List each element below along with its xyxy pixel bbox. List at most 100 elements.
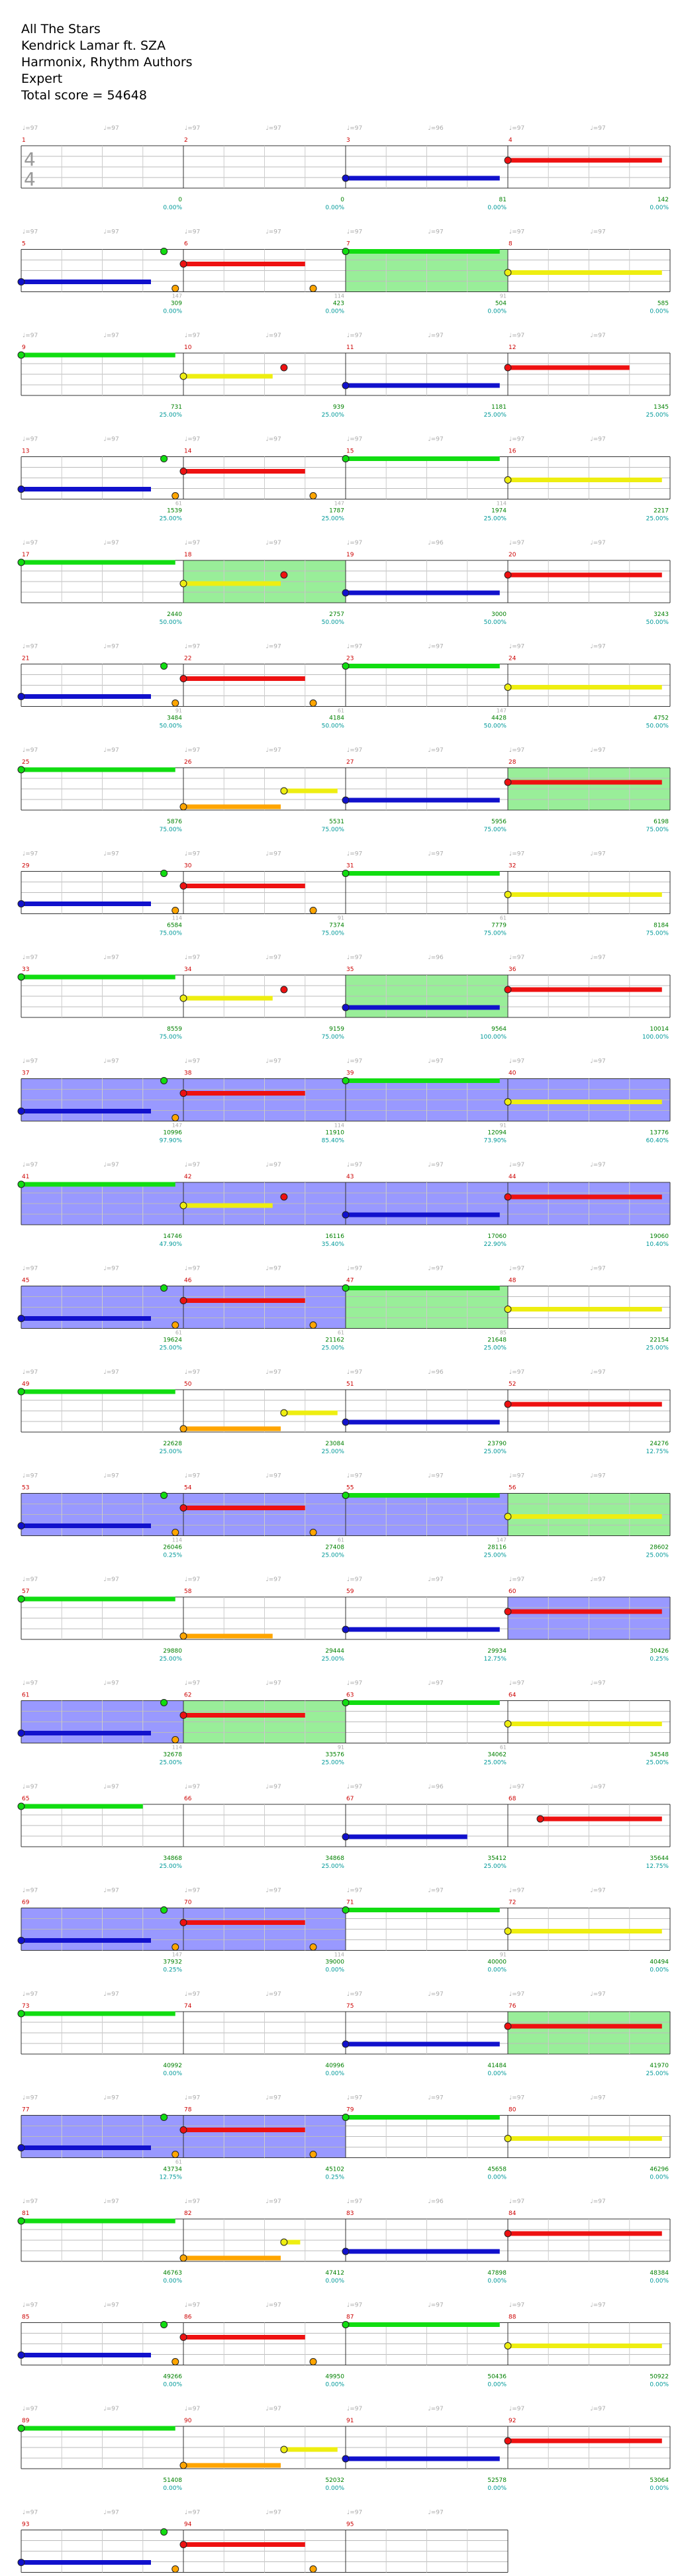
note-gem [342,2247,350,2255]
tempo-marker: ♩=97 [591,644,606,650]
tempo-marker: ♩=97 [23,333,38,339]
total-score: Total score = 54648 [21,88,147,103]
measure-score: 17060 [487,1233,507,1240]
tempo-marker: ♩=97 [347,1991,362,1998]
sustain-count: 61 [500,915,507,921]
tempo-marker: ♩=97 [347,1473,362,1480]
measure-percent: 10.40% [646,1241,669,1248]
measure-percent: 75.00% [160,931,183,937]
measure-percent: 0.00% [325,2071,344,2077]
note-gem [504,1513,512,1520]
measure-number: 48 [508,1278,516,1284]
note-gem [342,1699,350,1706]
measure-score: 142 [657,197,669,203]
note-gem [17,1595,25,1603]
tempo-marker: ♩=97 [347,1266,362,1272]
measure-score: 9159 [329,1026,344,1033]
measure-percent: 0.00% [325,2485,344,2492]
measure-percent: 0.00% [325,205,344,211]
time-signature-top: 4 [24,148,36,170]
measure-percent: 12.75% [484,1656,507,1663]
note-gem [309,2151,317,2158]
tempo-marker: ♩=97 [347,1576,362,1583]
tempo-marker: ♩=97 [23,2406,38,2412]
measure-percent: 0.00% [650,2175,669,2181]
measure-percent: 50.00% [646,619,669,626]
tempo-marker: ♩=96 [428,954,444,961]
tempo-marker: ♩=96 [428,1369,444,1376]
tempo-marker: ♩=97 [104,229,119,236]
measure-score: 45658 [487,2167,507,2173]
measure-score: 47898 [487,2270,507,2277]
tempo-marker: ♩=97 [591,1369,606,1376]
measure-score: 30426 [650,1648,669,1655]
tempo-marker: ♩=97 [185,851,200,858]
tempo-marker: ♩=97 [23,1991,38,1998]
measure-score: 1539 [167,508,182,515]
measure-percent: 25.00% [646,1345,669,1352]
measure-score: 7374 [329,923,344,929]
note-gem [17,2144,25,2151]
tempo-marker: ♩=97 [509,644,524,650]
note-gem [160,1906,168,1914]
measure-percent: 75.00% [160,827,183,833]
tempo-marker: ♩=97 [104,1369,119,1376]
measure-percent: 50.00% [160,723,183,730]
measure-percent: 25.00% [646,516,669,523]
measure-score: 40992 [163,2063,182,2069]
tempo-marker: ♩=97 [509,1784,524,1790]
tempo-marker: ♩=97 [185,125,200,132]
measure-number: 61 [22,1692,29,1699]
measure-percent: 75.00% [160,1034,183,1041]
measure-percent: 0.00% [487,2175,507,2181]
measure-number: 19 [346,552,354,558]
measure-percent: 0.00% [163,2278,182,2285]
measure-number: 90 [184,2418,192,2424]
measure-score: 8559 [167,1026,182,1033]
measure-score: 2440 [167,611,182,618]
measure-number: 55 [346,1485,354,1492]
measure-score: 21162 [325,1337,344,1344]
note-gem [17,1937,25,1944]
tempo-marker: ♩=97 [509,2198,524,2205]
measure-percent: 0.00% [650,2382,669,2389]
tempo-marker: ♩=97 [266,1576,281,1583]
tempo-marker: ♩=97 [591,1162,606,1168]
sustain-count: 91 [338,915,344,921]
measure-number: 72 [508,1900,516,1906]
measure-number: 81 [22,2210,29,2217]
tempo-marker: ♩=97 [266,851,281,858]
tempo-marker: ♩=97 [591,1576,606,1583]
note-gem [17,486,25,493]
measure-percent: 0.00% [487,309,507,315]
tempo-marker: ♩=97 [104,2198,119,2205]
note-gem [179,994,187,1002]
sustain-count: 114 [334,1952,344,1958]
tempo-marker: ♩=97 [347,747,362,754]
measure-number: 68 [508,1796,516,1802]
measure-number: 26 [184,759,192,766]
note-gem [17,558,25,566]
measure-percent: 25.00% [484,1449,507,1455]
measure-number: 83 [346,2210,354,2217]
measure-score: 52578 [487,2477,507,2484]
measure-percent: 50.00% [484,619,507,626]
song-artist: Kendrick Lamar ft. SZA [21,38,166,53]
tempo-marker: ♩=97 [104,1680,119,1687]
note-gem [309,492,317,499]
tempo-marker: ♩=97 [185,2198,200,2205]
tempo-marker: ♩=97 [428,333,444,339]
measure-percent: 75.00% [646,931,669,937]
measure-number: 53 [22,1485,29,1492]
measure-score: 39000 [325,1959,344,1966]
measure-score: 46763 [163,2270,182,2277]
measure-score: 585 [657,301,669,307]
note-gem [504,2022,512,2030]
measure-percent: 50.00% [322,619,345,626]
measure-number: 94 [184,2522,192,2528]
note-gem [342,2321,350,2328]
tempo-marker: ♩=97 [266,2198,281,2205]
measure-number: 47 [346,1278,354,1284]
measure-number: 20 [508,552,516,558]
measure-score: 34548 [650,1752,669,1759]
